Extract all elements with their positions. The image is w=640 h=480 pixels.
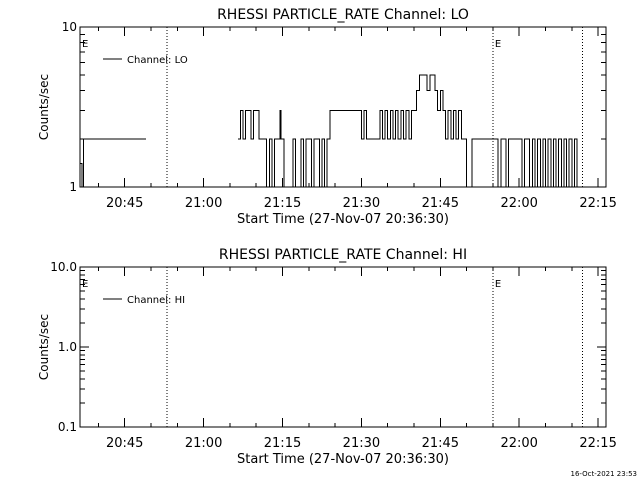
chart2-legend-label: Channel: HI: [127, 295, 185, 306]
chart1-legend-label: Channel: LO: [127, 55, 188, 66]
chart1-xtick-label: 22:00: [500, 196, 537, 211]
chart1-event-label: E: [82, 39, 88, 50]
chart1-title: RHESSI PARTICLE_RATE Channel: LO: [217, 7, 469, 23]
chart1-series-line: [237, 74, 583, 188]
chart2-xtick-label: 22:15: [579, 436, 616, 451]
chart1-xtick-label: 21:00: [185, 196, 222, 211]
chart2-xlabel: Start Time (27-Nov-07 20:36:30): [237, 452, 449, 467]
chart2-event-label: E: [82, 279, 88, 290]
chart2-ytick-label: 1.0: [58, 340, 77, 354]
chart2-title: RHESSI PARTICLE_RATE Channel: HI: [219, 247, 467, 263]
chart1-ytick-label: 10: [62, 20, 77, 34]
chart2-plot-frame: [79, 266, 607, 428]
chart2-xtick-label: 21:15: [264, 436, 301, 451]
chart2-event-label: E: [495, 279, 501, 290]
chart1-xtick-label: 20:45: [106, 196, 143, 211]
chart1-ytick-label: 1: [69, 180, 77, 194]
chart1-panel: RHESSI PARTICLE_RATE Channel: LO Counts/s…: [37, 7, 617, 227]
chart2-xtick-label: 21:30: [343, 436, 380, 451]
chart1-xtick-label: 21:15: [264, 196, 301, 211]
chart1-ylabel: Counts/sec: [37, 74, 51, 140]
chart2-ytick-label: 10.0: [50, 260, 77, 274]
chart1-xtick-label: 22:15: [579, 196, 616, 211]
chart1-event-label: E: [495, 39, 501, 50]
chart2-xtick-label: 21:00: [185, 436, 222, 451]
chart1-plot-frame: [79, 26, 607, 188]
chart2-ytick-label: 0.1: [58, 420, 77, 434]
chart2-ylabel: Counts/sec: [37, 314, 51, 380]
chart2-xtick-label: 20:45: [106, 436, 143, 451]
chart2-xtick-label: 22:00: [500, 436, 537, 451]
chart1-xtick-label: 21:30: [343, 196, 380, 211]
chart1-xlabel: Start Time (27-Nov-07 20:36:30): [237, 212, 449, 227]
chart2-xtick-label: 21:45: [422, 436, 459, 451]
footer-timestamp: 16-Oct-2021 23:53: [571, 470, 637, 478]
chart2-panel: RHESSI PARTICLE_RATE Channel: HI Counts/s…: [37, 247, 617, 467]
chart1-xtick-label: 21:45: [422, 196, 459, 211]
chart1-series-line: [80, 138, 146, 188]
